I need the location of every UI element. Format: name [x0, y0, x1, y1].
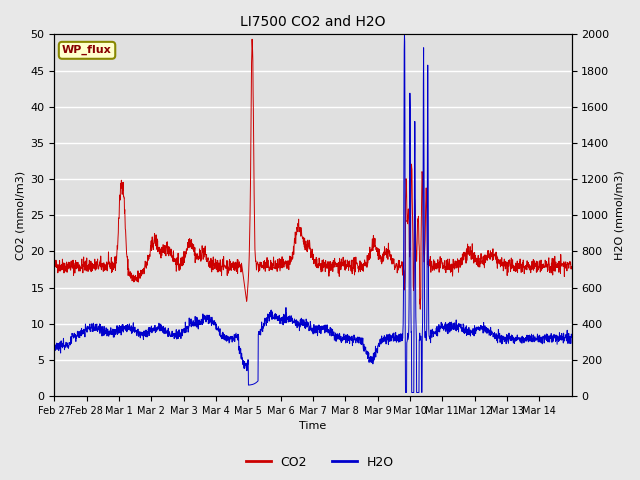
H2O	[401, 32, 408, 37]
CO2	[77, 264, 84, 270]
CO2	[568, 266, 575, 272]
CO2	[248, 36, 256, 42]
X-axis label: Time: Time	[300, 421, 326, 432]
Legend: CO2, H2O: CO2, H2O	[241, 451, 399, 474]
H2O	[51, 344, 58, 350]
CO2	[302, 243, 310, 249]
Line: H2O: H2O	[54, 35, 572, 393]
H2O	[553, 337, 561, 343]
CO2	[417, 306, 424, 312]
H2O	[553, 341, 561, 347]
H2O	[568, 335, 575, 340]
CO2	[553, 262, 561, 268]
H2O	[302, 324, 310, 330]
H2O	[402, 390, 410, 396]
H2O	[458, 328, 466, 334]
CO2	[51, 261, 58, 267]
CO2	[458, 262, 466, 267]
Text: WP_flux: WP_flux	[62, 45, 112, 56]
Line: CO2: CO2	[54, 39, 572, 309]
H2O	[77, 332, 84, 338]
CO2	[289, 249, 296, 255]
H2O	[289, 315, 296, 321]
Y-axis label: H2O (mmol/m3): H2O (mmol/m3)	[615, 170, 625, 260]
Y-axis label: CO2 (mmol/m3): CO2 (mmol/m3)	[15, 171, 25, 260]
CO2	[553, 264, 561, 270]
Title: LI7500 CO2 and H2O: LI7500 CO2 and H2O	[240, 15, 386, 29]
